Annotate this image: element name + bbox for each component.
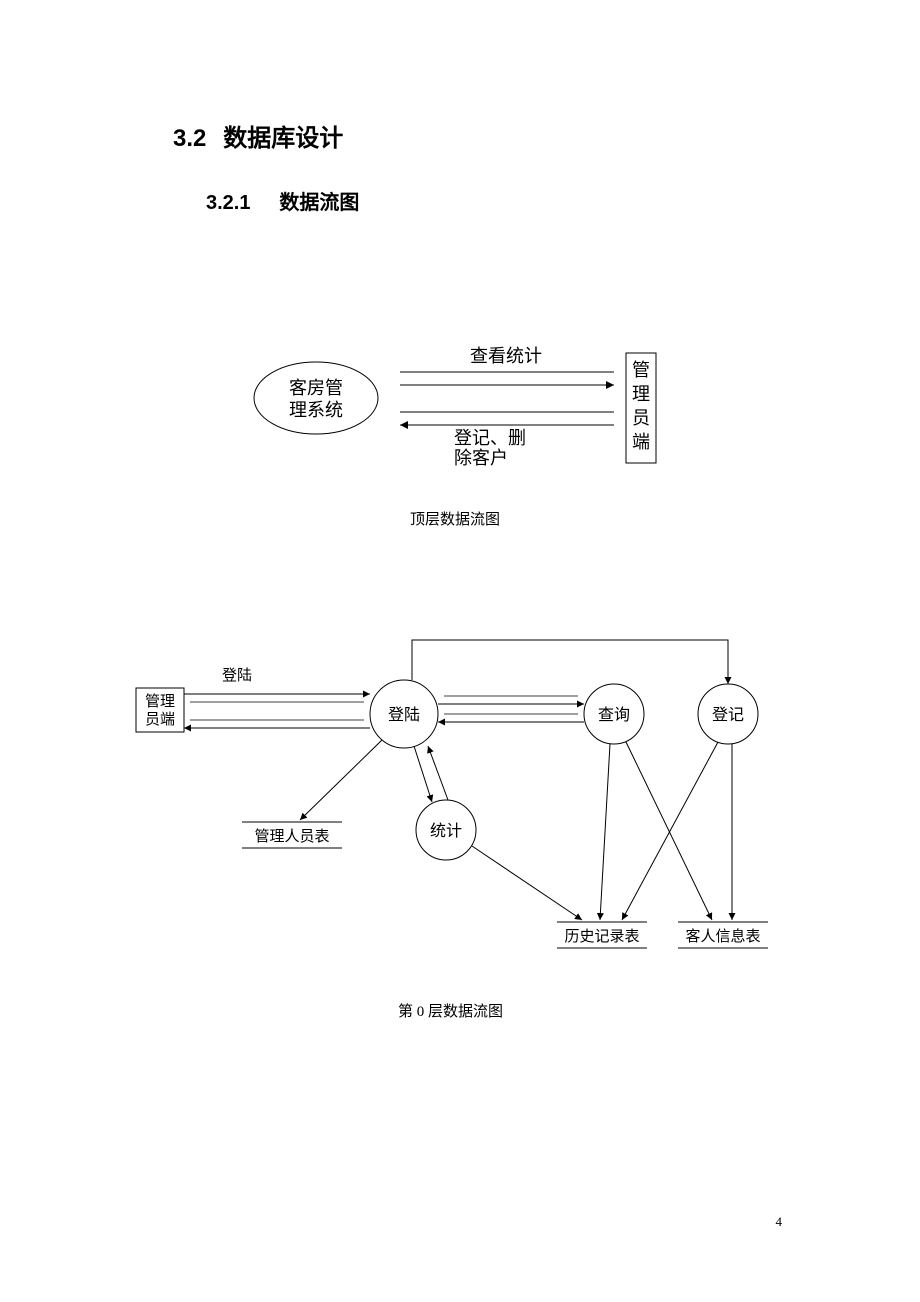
process-stats-label: 统计: [430, 822, 462, 840]
ellipse-label-line2: 理系统: [289, 400, 343, 420]
edge-login-to-admintable: [300, 740, 382, 820]
entity-admin-client-l2: 员端: [145, 711, 175, 728]
level0-dfd: 管理 员端 登陆 查询 登记 统计 管理人员表 历史记录表 客人信息表 登陆: [0, 560, 920, 1060]
diagram2-caption: 第 0 层数据流图: [398, 1000, 503, 1021]
edge-register-to-history: [622, 742, 718, 920]
rect-label-c1: 管: [632, 360, 650, 380]
diagram1-caption: 顶层数据流图: [410, 508, 500, 529]
edge-query-to-history: [600, 744, 610, 920]
ellipse-label-line1: 客房管: [289, 378, 343, 398]
datastore-history-label: 历史记录表: [564, 928, 639, 945]
edge-login-to-stats: [414, 746, 432, 802]
process-query-label: 查询: [598, 706, 630, 724]
flow2-label-line2: 除客户: [454, 448, 508, 468]
rect-label-c2: 理: [632, 384, 650, 404]
process-login-label: 登陆: [388, 706, 420, 724]
rect-label-c3: 员: [632, 408, 650, 428]
edge-stats-to-history: [472, 846, 582, 920]
process-register-label: 登记: [712, 706, 744, 724]
edge-login-to-register: [412, 640, 728, 684]
top-level-dfd: 客房管 理系统 管 理 员 端 查看统计 登记、删 除客户: [0, 0, 920, 540]
document-page: 3.2 数据库设计 3.2.1 数据流图 客房管 理系统 管 理 员 端 查看统…: [0, 0, 920, 1302]
rect-label-c4: 端: [632, 432, 650, 452]
datastore-admin-label: 管理人员表: [254, 828, 329, 845]
entity-admin-client-l1: 管理: [145, 693, 175, 710]
edge-stats-to-login: [428, 746, 448, 800]
ellipse-node-room-system: [254, 362, 378, 434]
edge-login-label: 登陆: [222, 667, 252, 684]
page-number: 4: [776, 1214, 783, 1230]
flow1-label: 查看统计: [470, 346, 542, 366]
flow2-label-line1: 登记、删: [454, 428, 526, 448]
datastore-guest-label: 客人信息表: [685, 928, 760, 945]
edge-query-to-guest: [626, 742, 712, 920]
